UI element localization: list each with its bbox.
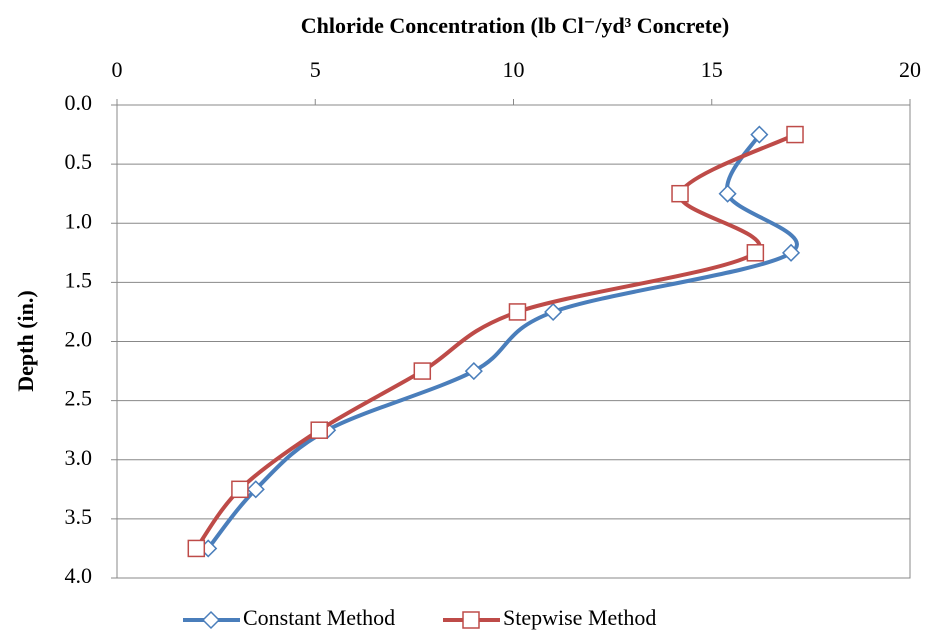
legend-label: Constant Method <box>243 605 395 630</box>
y-tick-label: 1.5 <box>65 267 93 292</box>
y-tick-label: 0.0 <box>65 90 93 115</box>
point <box>786 125 804 144</box>
point <box>750 125 769 144</box>
point <box>781 243 801 262</box>
point <box>413 362 432 380</box>
y-tick-label: 4.0 <box>65 563 93 588</box>
legend-label: Stepwise Method <box>503 605 656 630</box>
point <box>544 302 563 321</box>
point <box>231 480 249 499</box>
legend-marker <box>462 611 480 629</box>
x-tick-label: 20 <box>899 57 921 82</box>
point <box>718 184 737 203</box>
point <box>464 362 483 381</box>
point <box>671 184 689 203</box>
y-axis-title: Depth (in.) <box>13 290 38 391</box>
point <box>246 480 265 499</box>
point <box>746 244 765 262</box>
x-tick-label: 0 <box>112 57 123 82</box>
x-tick-label: 10 <box>503 57 525 82</box>
legend-marker <box>201 610 221 630</box>
chart-title: Chloride Concentration (lb Cl⁻/yd³ Concr… <box>301 13 729 38</box>
x-tick-label: 5 <box>310 57 321 82</box>
point <box>310 421 328 439</box>
y-tick-label: 1.0 <box>65 208 93 233</box>
x-tick-label: 15 <box>701 57 723 82</box>
y-tick-label: 3.5 <box>65 504 93 529</box>
point <box>187 539 206 558</box>
y-tick-label: 0.5 <box>65 149 93 174</box>
series-line <box>206 133 799 550</box>
y-tick-label: 2.5 <box>65 386 93 411</box>
point <box>508 303 527 321</box>
plot-border <box>116 104 911 579</box>
y-tick-label: 2.0 <box>65 327 93 352</box>
y-tick-label: 3.0 <box>65 445 93 470</box>
